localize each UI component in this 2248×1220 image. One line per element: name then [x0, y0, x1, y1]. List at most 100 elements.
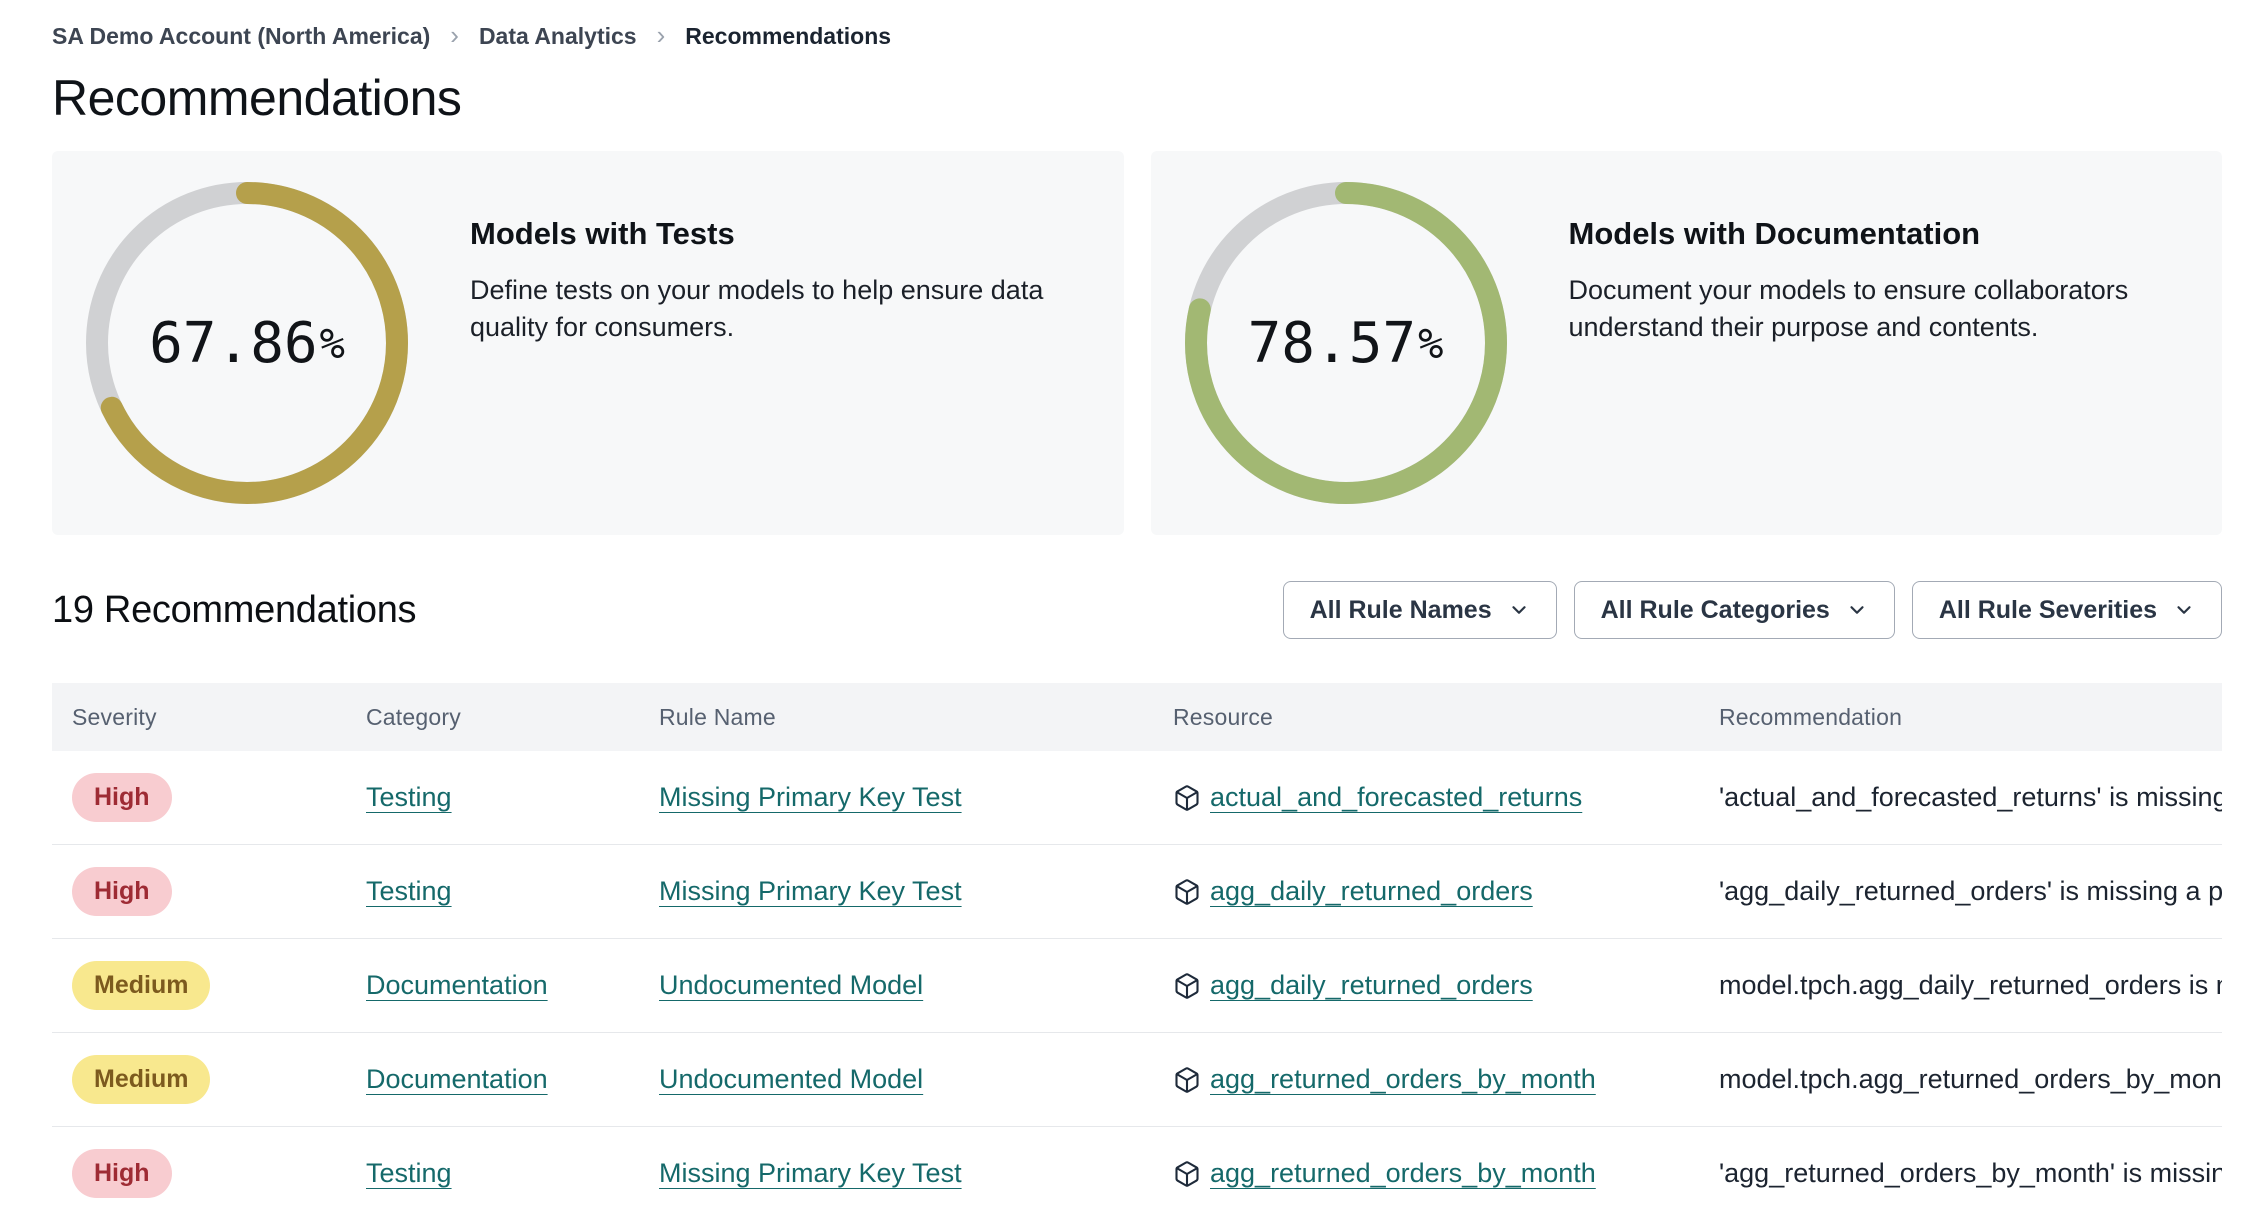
- severity-cell: Medium: [52, 961, 346, 1010]
- list-toolbar: 19 Recommendations All Rule Names All Ru…: [52, 581, 2222, 639]
- resource-cell: agg_daily_returned_orders: [1153, 970, 1699, 1001]
- tests-donut-chart: 67.86 %: [82, 178, 412, 508]
- resource-link[interactable]: agg_returned_orders_by_month: [1210, 1064, 1596, 1094]
- table-header-row: Severity Category Rule Name Resource Rec…: [52, 683, 2222, 751]
- docs-percentage: 78.57 %: [1181, 178, 1511, 508]
- severity-badge: Medium: [72, 961, 211, 1010]
- severity-cell: High: [52, 773, 346, 822]
- breadcrumb-account[interactable]: SA Demo Account (North America): [52, 23, 431, 49]
- recommendation-cell: model.tpch.agg_daily_returned_orders is …: [1699, 970, 2222, 1001]
- summary-cards: 67.86 % Models with Tests Define tests o…: [52, 151, 2222, 535]
- tests-percentage: 67.86 %: [82, 178, 412, 508]
- recommendation-cell: 'actual_and_forecasted_returns' is missi…: [1699, 782, 2222, 813]
- recommendations-table: Severity Category Rule Name Resource Rec…: [52, 683, 2222, 1220]
- model-cube-icon: [1175, 1066, 1199, 1093]
- filter-label: All Rule Severities: [1938, 595, 2157, 624]
- column-header-category: Category: [366, 703, 461, 730]
- filter-rule-severities-dropdown[interactable]: All Rule Severities: [1911, 581, 2222, 639]
- category-cell: Documentation: [346, 1064, 639, 1095]
- percent-sign: %: [1418, 318, 1444, 368]
- card-description: Document your models to ensure collabora…: [1568, 275, 2129, 343]
- table-row: High Testing Missing Primary Key Test ac…: [52, 751, 2222, 845]
- category-cell: Documentation: [346, 970, 639, 1001]
- percent-value: 67.86: [149, 310, 318, 376]
- donut-svg: [86, 182, 408, 504]
- category-link[interactable]: Documentation: [366, 970, 548, 1000]
- percent-value: 78.57: [1247, 310, 1417, 376]
- rule-name-link[interactable]: Missing Primary Key Test: [659, 782, 962, 812]
- resource-cell: agg_daily_returned_orders: [1153, 876, 1699, 907]
- filter-rule-categories-dropdown[interactable]: All Rule Categories: [1573, 581, 1895, 639]
- recommendation-text: 'agg_returned_orders_by_month' is missin…: [1719, 1158, 2222, 1188]
- card-models-with-tests: 67.86 % Models with Tests Define tests o…: [52, 151, 1124, 535]
- recommendation-text: model.tpch.agg_daily_returned_orders is …: [1719, 970, 2222, 1000]
- recommendation-text: model.tpch.agg_returned_orders_by_month …: [1719, 1064, 2222, 1094]
- docs-donut-chart: 78.57 %: [1181, 178, 1511, 508]
- severity-cell: Medium: [52, 1055, 346, 1104]
- rule-name-cell: Undocumented Model: [639, 970, 1153, 1001]
- rule-name-cell: Missing Primary Key Test: [639, 782, 1153, 813]
- chevron-down-icon: [1512, 606, 1526, 614]
- card-text-block: Models with Documentation Document your …: [1511, 151, 2171, 347]
- rule-name-link[interactable]: Undocumented Model: [659, 1064, 924, 1094]
- page-title: Recommendations: [52, 70, 462, 126]
- resource-cell: actual_and_forecasted_returns: [1153, 782, 1699, 813]
- rule-name-link[interactable]: Undocumented Model: [659, 970, 924, 1000]
- recommendation-text: 'agg_daily_returned_orders' is missing a…: [1719, 876, 2222, 906]
- rule-name-link[interactable]: Missing Primary Key Test: [659, 876, 962, 906]
- rule-name-cell: Missing Primary Key Test: [639, 1158, 1153, 1189]
- column-header-rule-name: Rule Name: [659, 703, 776, 730]
- severity-cell: High: [52, 1149, 346, 1198]
- donut-svg: [1184, 182, 1507, 504]
- rule-name-cell: Missing Primary Key Test: [639, 876, 1153, 907]
- resource-link[interactable]: actual_and_forecasted_returns: [1210, 782, 1583, 812]
- filter-label: All Rule Names: [1309, 595, 1492, 624]
- model-cube-icon: [1175, 878, 1199, 905]
- card-title: Models with Documentation: [1568, 216, 1981, 251]
- recommendations-count-heading: 19 Recommendations: [52, 588, 417, 631]
- severity-cell: High: [52, 867, 346, 916]
- chevron-down-icon: [1850, 606, 1864, 614]
- chevron-right-icon: ›: [450, 20, 459, 50]
- breadcrumb: SA Demo Account (North America) › Data A…: [52, 0, 2222, 51]
- resource-cell: agg_returned_orders_by_month: [1153, 1158, 1699, 1189]
- resource-link[interactable]: agg_returned_orders_by_month: [1210, 1158, 1596, 1188]
- table-row: Medium Documentation Undocumented Model …: [52, 939, 2222, 1033]
- category-link[interactable]: Documentation: [366, 1064, 548, 1094]
- filter-group: All Rule Names All Rule Categories All R…: [1282, 581, 2222, 639]
- model-cube-icon: [1175, 972, 1199, 999]
- table-row: High Testing Missing Primary Key Test ag…: [52, 845, 2222, 939]
- card-models-with-documentation: 78.57 % Models with Documentation Docume…: [1150, 151, 2222, 535]
- donut-arc: [1184, 182, 1507, 504]
- category-link[interactable]: Testing: [366, 782, 452, 812]
- chevron-down-icon: [2177, 606, 2191, 614]
- breadcrumb-current-page: Recommendations: [685, 23, 892, 49]
- breadcrumb-project[interactable]: Data Analytics: [478, 23, 637, 49]
- column-header-recommendation: Recommendation: [1719, 703, 1903, 730]
- model-cube-icon: [1175, 784, 1199, 811]
- recommendation-text: 'actual_and_forecasted_returns' is missi…: [1719, 782, 2222, 812]
- category-link[interactable]: Testing: [366, 1158, 452, 1188]
- severity-badge: High: [72, 1149, 172, 1198]
- column-header-resource: Resource: [1173, 703, 1274, 730]
- table-row: Medium Documentation Undocumented Model …: [52, 1033, 2222, 1127]
- category-cell: Testing: [346, 876, 639, 907]
- percent-sign: %: [319, 318, 345, 368]
- resource-link[interactable]: agg_daily_returned_orders: [1210, 876, 1533, 906]
- filter-rule-names-dropdown[interactable]: All Rule Names: [1282, 581, 1557, 639]
- severity-badge: High: [72, 867, 172, 916]
- card-title: Models with Tests: [470, 216, 735, 251]
- card-text-block: Models with Tests Define tests on your m…: [412, 151, 1072, 347]
- model-cube-icon: [1175, 1160, 1199, 1187]
- category-link[interactable]: Testing: [366, 876, 452, 906]
- resource-cell: agg_returned_orders_by_month: [1153, 1064, 1699, 1095]
- rule-name-cell: Undocumented Model: [639, 1064, 1153, 1095]
- rule-name-link[interactable]: Missing Primary Key Test: [659, 1158, 962, 1188]
- resource-link[interactable]: agg_daily_returned_orders: [1210, 970, 1533, 1000]
- column-header-severity: Severity: [72, 703, 157, 730]
- category-cell: Testing: [346, 1158, 639, 1189]
- severity-badge: High: [72, 773, 172, 822]
- recommendation-cell: model.tpch.agg_returned_orders_by_month …: [1699, 1064, 2222, 1095]
- table-body: High Testing Missing Primary Key Test ac…: [52, 751, 2222, 1220]
- chevron-right-icon: ›: [656, 20, 666, 50]
